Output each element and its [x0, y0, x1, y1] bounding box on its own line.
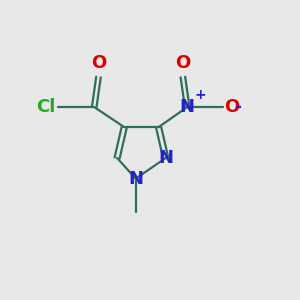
Text: +: +: [194, 88, 206, 102]
Text: N: N: [128, 169, 143, 188]
Text: O: O: [91, 54, 106, 72]
Text: -: -: [234, 98, 241, 116]
Text: O: O: [175, 54, 190, 72]
Text: Cl: Cl: [36, 98, 55, 116]
Text: N: N: [180, 98, 195, 116]
Text: N: N: [158, 149, 173, 167]
Text: O: O: [224, 98, 240, 116]
